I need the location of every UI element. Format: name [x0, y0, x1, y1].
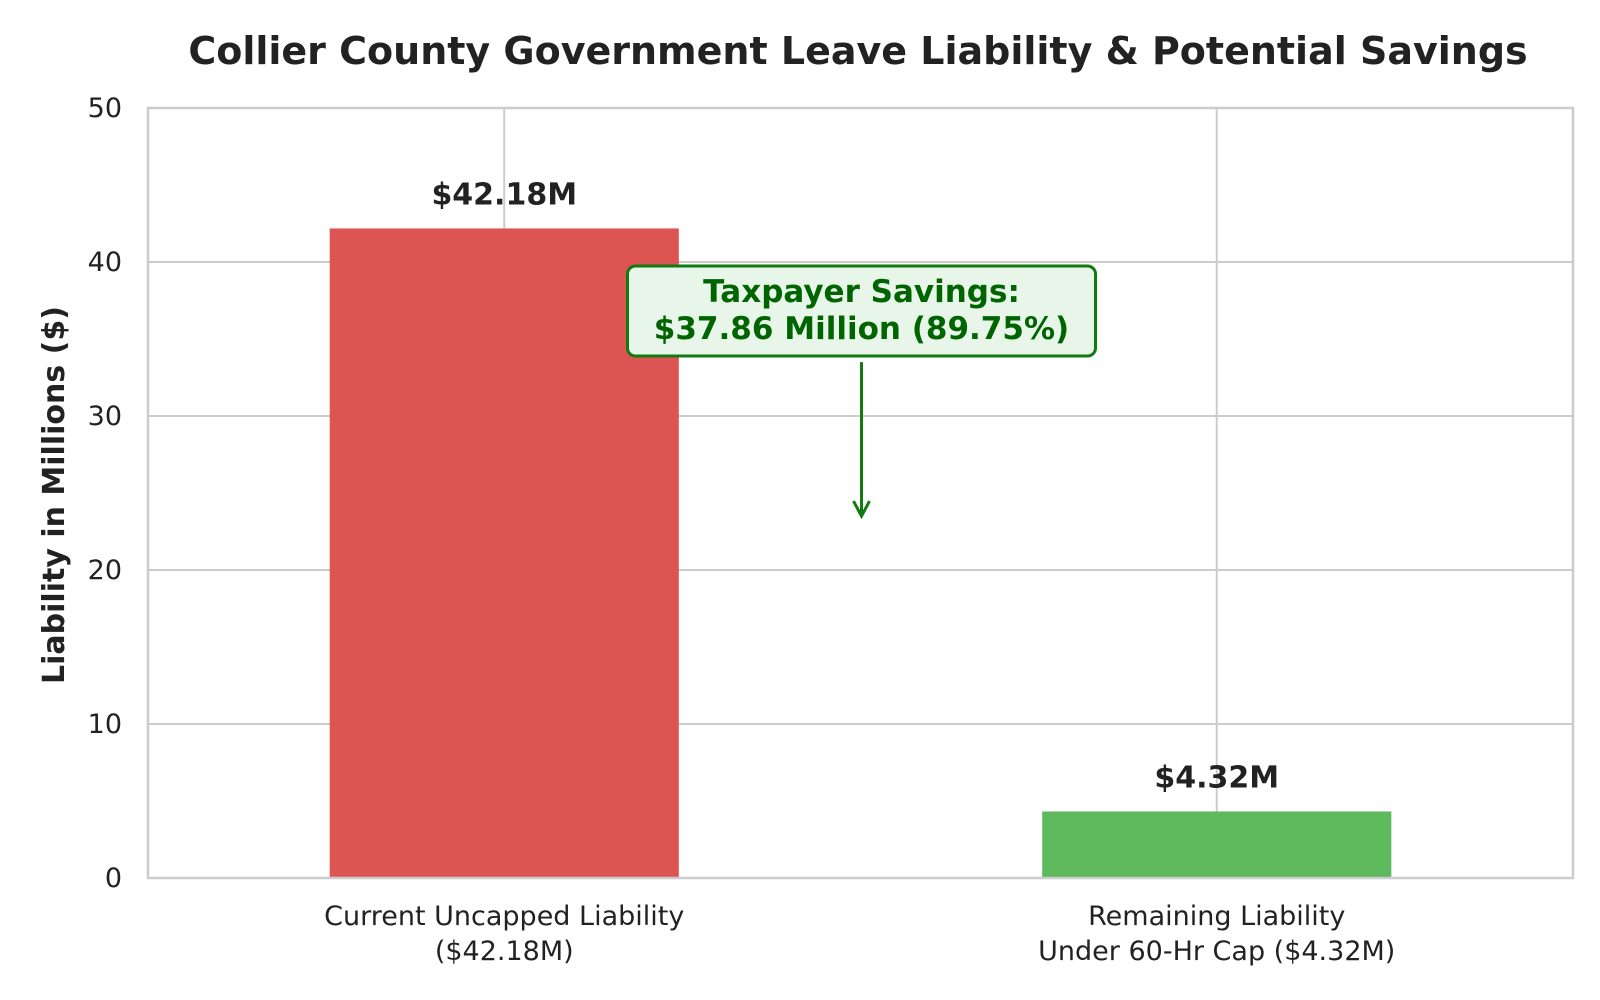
- y-tick-label-0: 0: [105, 863, 122, 894]
- category-label-0-line-0: Current Uncapped Liability: [324, 901, 684, 932]
- bar-1: [1042, 811, 1392, 878]
- savings-annotation-heading: Taxpayer Savings:: [703, 274, 1020, 310]
- plot-frame: [146, 106, 1575, 880]
- y-tick-label-4: 40: [88, 247, 122, 278]
- category-label-1-line-0: Remaining Liability: [1088, 901, 1345, 932]
- y-tick-label-3: 30: [88, 401, 122, 432]
- chart-title: Collier County Government Leave Liabilit…: [188, 29, 1527, 73]
- y-axis-label: Liability in Millions ($): [37, 306, 72, 684]
- y-tick-label-2: 20: [88, 555, 122, 586]
- bars: [329, 228, 1392, 879]
- bar-0: [329, 228, 679, 879]
- savings-arrow-head: [852, 500, 871, 520]
- value-labels: $42.18M $4.32M: [431, 177, 1279, 795]
- savings-annotation-box: [626, 264, 1097, 358]
- y-tick-label-5: 50: [88, 93, 122, 124]
- value-label-1: $4.32M: [1154, 760, 1279, 795]
- category-labels: Current Uncapped Liability ($42.18M) Remai…: [324, 901, 1395, 967]
- category-label-1-line-1: Under 60-Hr Cap ($4.32M): [1038, 936, 1395, 967]
- category-label-0-line-1: ($42.18M): [435, 936, 574, 967]
- y-tick-labels: 0 10 20 30 40 50: [88, 93, 122, 894]
- value-label-0: $42.18M: [431, 177, 577, 212]
- savings-annotation-amount: $37.86 Million (89.75%): [654, 311, 1069, 347]
- y-tick-label-1: 10: [88, 709, 122, 740]
- savings-annotation: Taxpayer Savings: $37.86 Million (89.75%…: [626, 264, 1097, 520]
